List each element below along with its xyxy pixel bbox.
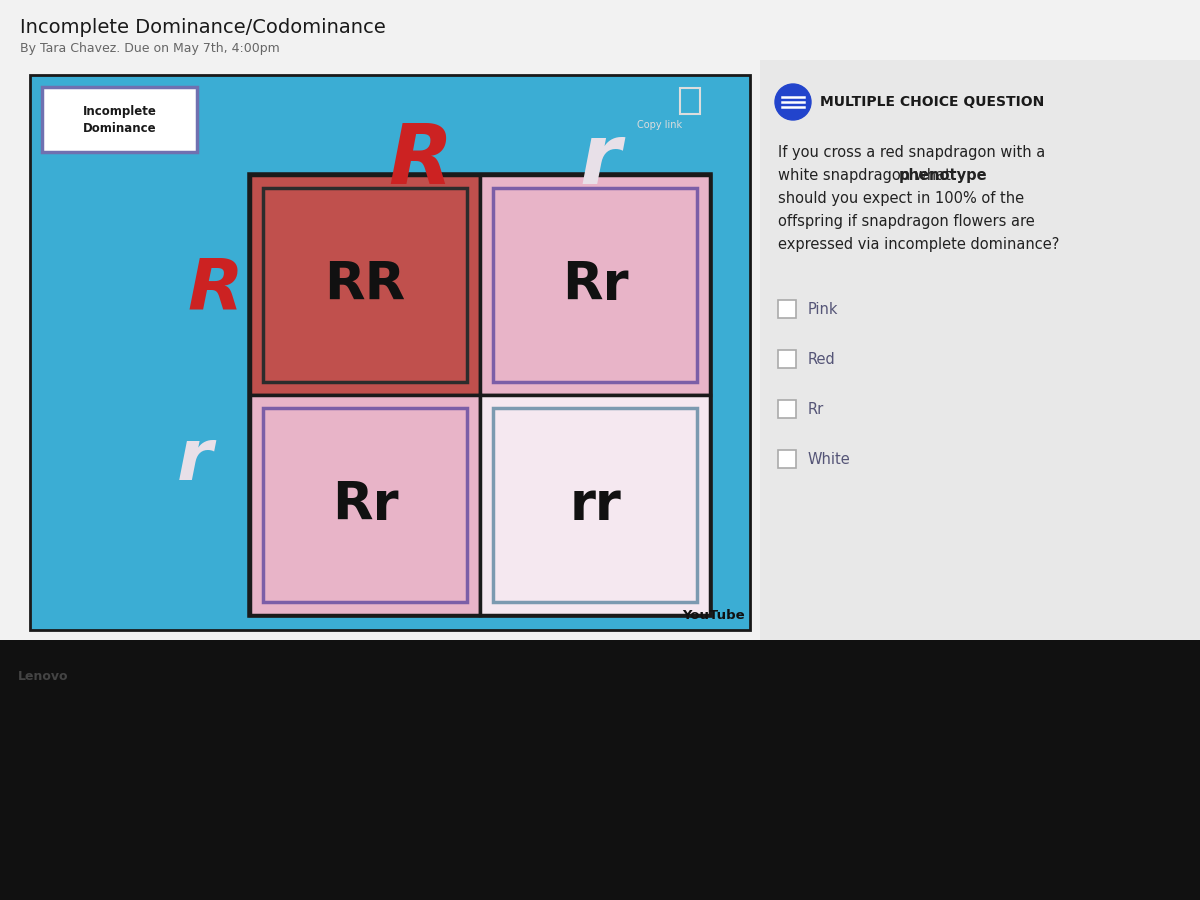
Bar bbox=[250, 395, 480, 615]
Bar bbox=[250, 175, 710, 615]
Text: offspring if snapdragon flowers are: offspring if snapdragon flowers are bbox=[778, 214, 1034, 229]
Text: Pink: Pink bbox=[808, 302, 839, 318]
Text: Incomplete Dominance/Codominance: Incomplete Dominance/Codominance bbox=[20, 18, 385, 37]
Text: white snapdragon what: white snapdragon what bbox=[778, 168, 955, 183]
Bar bbox=[778, 300, 796, 318]
Text: Rr: Rr bbox=[562, 259, 629, 311]
Text: White: White bbox=[808, 453, 851, 467]
Text: Lenovo: Lenovo bbox=[18, 670, 68, 683]
Bar bbox=[0, 640, 1200, 900]
Text: R: R bbox=[388, 120, 452, 201]
Text: Incomplete
Dominance: Incomplete Dominance bbox=[83, 104, 156, 134]
Bar bbox=[778, 450, 796, 468]
Circle shape bbox=[775, 84, 811, 120]
Bar bbox=[250, 175, 480, 395]
Text: YouTube: YouTube bbox=[683, 609, 745, 622]
Bar bbox=[778, 400, 796, 418]
Text: RR: RR bbox=[324, 259, 406, 311]
Bar bbox=[263, 188, 467, 382]
Bar bbox=[778, 350, 796, 368]
Text: If you cross a red snapdragon with a: If you cross a red snapdragon with a bbox=[778, 145, 1045, 160]
Bar bbox=[480, 395, 710, 615]
Bar bbox=[263, 408, 467, 602]
Bar bbox=[30, 75, 750, 630]
Text: should you expect in 100% of the: should you expect in 100% of the bbox=[778, 191, 1024, 206]
Text: MULTIPLE CHOICE QUESTION: MULTIPLE CHOICE QUESTION bbox=[820, 95, 1044, 109]
Text: Rr: Rr bbox=[808, 402, 824, 418]
Text: Red: Red bbox=[808, 353, 835, 367]
Text: rr: rr bbox=[569, 479, 620, 531]
Text: By Tara Chavez. Due on May 7th, 4:00pm: By Tara Chavez. Due on May 7th, 4:00pm bbox=[20, 42, 280, 55]
Text: r: r bbox=[580, 120, 620, 201]
Bar bbox=[42, 87, 197, 152]
Text: R: R bbox=[187, 256, 242, 325]
Bar bbox=[760, 60, 1200, 640]
Text: r: r bbox=[178, 426, 212, 494]
Text: expressed via incomplete dominance?: expressed via incomplete dominance? bbox=[778, 237, 1060, 252]
Bar bbox=[493, 408, 697, 602]
Bar bbox=[493, 188, 697, 382]
Text: Rr: Rr bbox=[331, 479, 398, 531]
Text: phenotype: phenotype bbox=[899, 168, 988, 183]
Text: Copy link: Copy link bbox=[637, 120, 683, 130]
Bar bbox=[680, 88, 700, 114]
Bar bbox=[480, 175, 710, 395]
